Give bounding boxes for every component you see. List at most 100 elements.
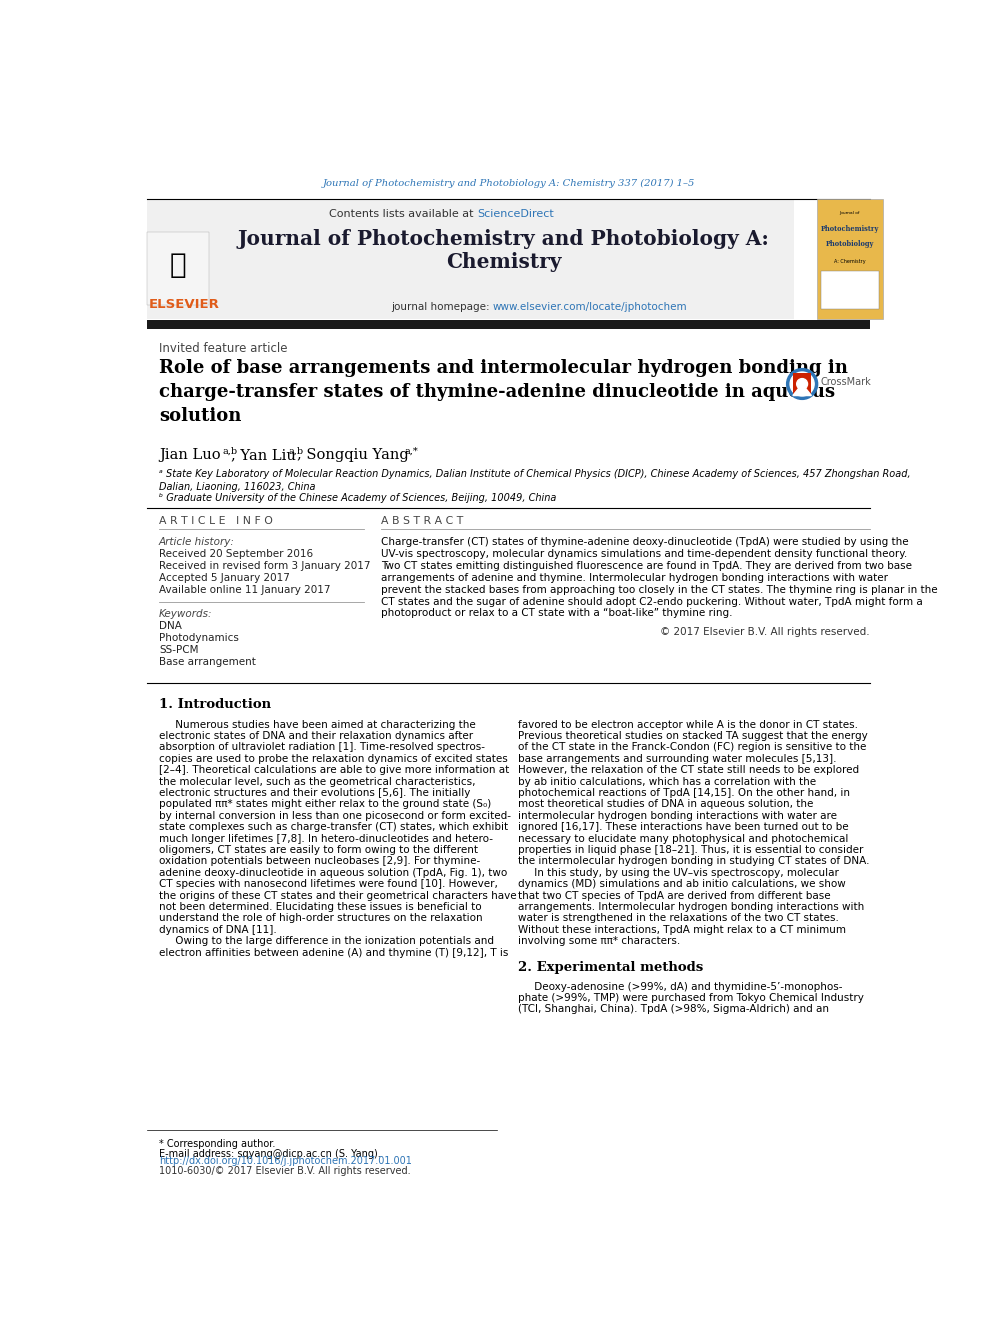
Text: 1010-6030/© 2017 Elsevier B.V. All rights reserved.: 1010-6030/© 2017 Elsevier B.V. All right… [159,1166,411,1176]
Circle shape [790,372,814,396]
Text: water is strengthened in the relaxations of the two CT states.: water is strengthened in the relaxations… [518,913,838,923]
Text: properties in liquid phase [18–21]. Thus, it is essential to consider: properties in liquid phase [18–21]. Thus… [518,845,863,855]
Text: necessary to elucidate many photophysical and photochemical: necessary to elucidate many photophysica… [518,833,848,844]
Text: www.elsevier.com/locate/jphotochem: www.elsevier.com/locate/jphotochem [493,302,687,312]
Text: phate (>99%, TMP) were purchased from Tokyo Chemical Industry: phate (>99%, TMP) were purchased from To… [518,992,864,1003]
Text: arrangements. Intermolecular hydrogen bonding interactions with: arrangements. Intermolecular hydrogen bo… [518,902,864,912]
Text: intermolecular hydrogen bonding interactions with water are: intermolecular hydrogen bonding interact… [518,811,836,820]
Text: absorption of ultraviolet radiation [1]. Time-resolved spectros-: absorption of ultraviolet radiation [1].… [159,742,485,753]
Text: Numerous studies have been aimed at characterizing the: Numerous studies have been aimed at char… [159,720,475,730]
Text: base arrangements and surrounding water molecules [5,13].: base arrangements and surrounding water … [518,754,836,763]
Text: of the CT state in the Franck-Condon (FC) region is sensitive to the: of the CT state in the Franck-Condon (FC… [518,742,866,753]
Text: state complexes such as charge-transfer (CT) states, which exhibit: state complexes such as charge-transfer … [159,823,508,832]
Text: CT species with nanosecond lifetimes were found [10]. However,: CT species with nanosecond lifetimes wer… [159,880,498,889]
Text: ELSEVIER: ELSEVIER [149,298,219,311]
Bar [793,373,811,396]
Text: Two CT states emitting distinguished fluorescence are found in TpdA. They are de: Two CT states emitting distinguished flu… [381,561,913,570]
Text: adenine deoxy-dinucleotide in aqueous solution (TpdA, Fig. 1), two: adenine deoxy-dinucleotide in aqueous so… [159,868,507,878]
Text: photochemical reactions of TpdA [14,15]. On the other hand, in: photochemical reactions of TpdA [14,15].… [518,789,850,798]
Text: (TCI, Shanghai, China). TpdA (>98%, Sigma-Aldrich) and an: (TCI, Shanghai, China). TpdA (>98%, Sigm… [518,1004,828,1015]
Text: DNA: DNA [159,620,182,631]
Text: populated ππ* states might either relax to the ground state (S₀): populated ππ* states might either relax … [159,799,491,810]
Text: Journal of Photochemistry and Photobiology A: Chemistry 337 (2017) 1–5: Journal of Photochemistry and Photobiolo… [322,179,694,188]
Polygon shape [793,384,811,396]
Text: However, the relaxation of the CT state still needs to be explored: However, the relaxation of the CT state … [518,765,859,775]
Text: copies are used to probe the relaxation dynamics of excited states: copies are used to probe the relaxation … [159,754,508,763]
Text: Available online 11 January 2017: Available online 11 January 2017 [159,585,330,594]
Text: photoproduct or relax to a CT state with a “boat-like” thymine ring.: photoproduct or relax to a CT state with… [381,609,733,618]
Text: Received 20 September 2016: Received 20 September 2016 [159,549,313,558]
Text: Journal of: Journal of [839,212,860,216]
Text: ScienceDirect: ScienceDirect [477,209,555,220]
Text: Charge-transfer (CT) states of thymine-adenine deoxy-dinucleotide (TpdA) were st: Charge-transfer (CT) states of thymine-a… [381,537,909,546]
Text: Without these interactions, TpdA might relax to a CT minimum: Without these interactions, TpdA might r… [518,925,846,935]
Text: Deoxy-adenosine (>99%, dA) and thymidine-5’-monophos-: Deoxy-adenosine (>99%, dA) and thymidine… [518,982,842,991]
Text: 1. Introduction: 1. Introduction [159,699,271,712]
Text: not been determined. Elucidating these issues is beneficial to: not been determined. Elucidating these i… [159,902,481,912]
Text: electronic states of DNA and their relaxation dynamics after: electronic states of DNA and their relax… [159,732,473,741]
Text: oxidation potentials between nucleobases [2,9]. For thymine-: oxidation potentials between nucleobases… [159,856,480,867]
Text: a,b: a,b [222,446,237,455]
Text: Keywords:: Keywords: [159,609,212,619]
Text: Dalian, Liaoning, 116023, China: Dalian, Liaoning, 116023, China [159,482,315,492]
Text: Jian Luo: Jian Luo [159,448,220,462]
Text: oligomers, CT states are easily to form owing to the different: oligomers, CT states are easily to form … [159,845,478,855]
Text: SS-PCM: SS-PCM [159,646,198,655]
Text: CT states and the sugar of adenine should adopt C2-endo puckering. Without water: CT states and the sugar of adenine shoul… [381,597,923,606]
Text: electronic structures and their evolutions [5,6]. The initially: electronic structures and their evolutio… [159,789,470,798]
Text: involving some ππ* characters.: involving some ππ* characters. [518,937,680,946]
Text: Contents lists available at: Contents lists available at [329,209,477,220]
Text: the molecular level, such as the geometrical characteristics,: the molecular level, such as the geometr… [159,777,475,787]
Text: A R T I C L E   I N F O: A R T I C L E I N F O [159,516,273,525]
Text: A B S T R A C T: A B S T R A C T [381,516,463,525]
Text: dynamics of DNA [11].: dynamics of DNA [11]. [159,925,277,935]
Text: by internal conversion in less than one picosecond or form excited-: by internal conversion in less than one … [159,811,511,820]
Text: the origins of these CT states and their geometrical characters have: the origins of these CT states and their… [159,890,517,901]
Text: , Songqiu Yang: , Songqiu Yang [297,448,409,462]
Text: the intermolecular hydrogen bonding in studying CT states of DNA.: the intermolecular hydrogen bonding in s… [518,856,869,867]
Text: Accepted 5 January 2017: Accepted 5 January 2017 [159,573,290,582]
Text: CrossMark: CrossMark [820,377,872,388]
Text: ᵃ State Key Laboratory of Molecular Reaction Dynamics, Dalian Institute of Chemi: ᵃ State Key Laboratory of Molecular Reac… [159,470,911,479]
Text: Role of base arrangements and intermolecular hydrogen bonding in: Role of base arrangements and intermolec… [159,360,848,377]
Text: Previous theoretical studies on stacked TA suggest that the energy: Previous theoretical studies on stacked … [518,732,867,741]
Circle shape [787,369,817,400]
Text: solution: solution [159,407,241,425]
Text: charge-transfer states of thymine-adenine dinucleotide in aqueous: charge-transfer states of thymine-adenin… [159,384,835,401]
Text: [2–4]. Theoretical calculations are able to give more information at: [2–4]. Theoretical calculations are able… [159,765,509,775]
Text: Photobiology: Photobiology [825,241,874,249]
Text: , Yan Liu: , Yan Liu [231,448,296,462]
Text: Base arrangement: Base arrangement [159,658,256,667]
Text: 2. Experimental methods: 2. Experimental methods [518,962,703,975]
Text: Invited feature article: Invited feature article [159,343,288,356]
Text: favored to be electron acceptor while A is the donor in CT states.: favored to be electron acceptor while A … [518,720,858,730]
Text: Journal of Photochemistry and Photobiology A:: Journal of Photochemistry and Photobiolo… [237,229,770,249]
Text: Owing to the large difference in the ionization potentials and: Owing to the large difference in the ion… [159,937,494,946]
Text: most theoretical studies of DNA in aqueous solution, the: most theoretical studies of DNA in aqueo… [518,799,813,810]
Text: prevent the stacked bases from approaching too closely in the CT states. The thy: prevent the stacked bases from approachi… [381,585,937,594]
Text: ignored [16,17]. These interactions have been turned out to be: ignored [16,17]. These interactions have… [518,823,848,832]
Text: In this study, by using the UV–vis spectroscopy, molecular: In this study, by using the UV–vis spect… [518,868,838,878]
Text: that two CT species of TpdA are derived from different base: that two CT species of TpdA are derived … [518,890,830,901]
Text: Chemistry: Chemistry [445,251,561,273]
Text: dynamics (MD) simulations and ab initio calculations, we show: dynamics (MD) simulations and ab initio … [518,880,845,889]
Text: Photochemistry: Photochemistry [820,225,879,233]
Text: http://dx.doi.org/10.1016/j.jphotochem.2017.01.001: http://dx.doi.org/10.1016/j.jphotochem.2… [159,1156,412,1166]
Text: much longer lifetimes [7,8]. In hetero-dinucleotides and hetero-: much longer lifetimes [7,8]. In hetero-d… [159,833,493,844]
Text: electron affinities between adenine (A) and thymine (T) [9,12], T is: electron affinities between adenine (A) … [159,947,508,958]
Text: Photodynamics: Photodynamics [159,634,239,643]
Text: E-mail address: sqyang@dicp.ac.cn (S. Yang).: E-mail address: sqyang@dicp.ac.cn (S. Ya… [159,1148,381,1159]
Text: journal homepage:: journal homepage: [391,302,493,312]
Text: © 2017 Elsevier B.V. All rights reserved.: © 2017 Elsevier B.V. All rights reserved… [660,627,870,636]
Bar [816,198,883,319]
Text: UV-vis spectroscopy, molecular dynamics simulations and time-dependent density f: UV-vis spectroscopy, molecular dynamics … [381,549,908,558]
Text: by ab initio calculations, which has a correlation with the: by ab initio calculations, which has a c… [518,777,815,787]
Text: a,*: a,* [405,446,419,455]
Text: a,b: a,b [289,446,304,455]
Bar [147,232,209,306]
Text: understand the role of high-order structures on the relaxation: understand the role of high-order struct… [159,913,482,923]
Text: Article history:: Article history: [159,537,235,546]
Text: arrangements of adenine and thymine. Intermolecular hydrogen bonding interaction: arrangements of adenine and thymine. Int… [381,573,888,582]
Bar [147,320,870,328]
Text: * Corresponding author.: * Corresponding author. [159,1139,275,1148]
